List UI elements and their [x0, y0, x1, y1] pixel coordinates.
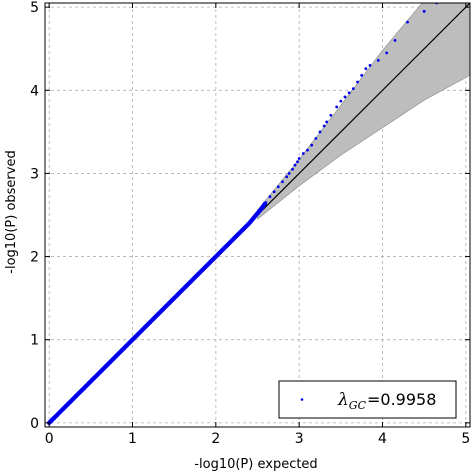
x-tick-label: 5	[461, 431, 470, 447]
data-point	[343, 95, 347, 99]
legend-label: λGC=0.9958	[337, 390, 436, 412]
legend-box	[278, 380, 457, 419]
data-point	[325, 120, 329, 124]
data-point	[406, 20, 409, 24]
data-point	[314, 137, 318, 140]
legend: λGC=0.9958	[278, 380, 457, 419]
data-point	[306, 148, 309, 152]
confidence-band	[257, 3, 470, 220]
x-tick-label: 0	[45, 431, 54, 447]
data-point	[351, 87, 355, 91]
data-point	[287, 172, 291, 175]
data-point	[322, 124, 326, 128]
x-tick-label: 4	[378, 431, 387, 447]
data-point	[364, 67, 368, 71]
data-point	[339, 99, 343, 103]
legend-equals: =	[367, 390, 380, 409]
x-ticks: 0 1 2 3 4 5	[45, 3, 470, 447]
data-point	[393, 39, 397, 42]
y-axis-label: -log10(P) observed	[4, 150, 19, 273]
data-point	[285, 175, 289, 179]
y-tick-label: 1	[30, 333, 39, 349]
legend-value: 0.9958	[380, 390, 436, 409]
y-tick-label: 4	[30, 83, 39, 99]
data-point	[360, 73, 364, 77]
data-point	[301, 152, 305, 155]
legend-lambda: λ	[337, 390, 349, 410]
data-point	[268, 195, 272, 199]
data-point	[276, 185, 280, 189]
data-point	[291, 167, 294, 171]
y-ticks: 0 1 2 3 4 5	[30, 0, 470, 432]
x-axis-label: -log10(P) expected	[194, 457, 317, 472]
data-point	[335, 105, 339, 109]
x-tick-label: 3	[295, 431, 304, 447]
data-point	[368, 63, 372, 67]
plot-area	[46, 3, 470, 426]
plot-frame	[44, 2, 471, 428]
grid	[45, 3, 470, 427]
y-tick-label: 5	[30, 0, 39, 16]
data-point	[297, 157, 301, 160]
data-point	[376, 58, 380, 62]
data-point	[264, 201, 268, 204]
y-tick-label: 2	[30, 250, 39, 266]
data-point	[272, 190, 276, 194]
data-point	[347, 91, 351, 95]
data-point	[329, 113, 333, 117]
data-point	[318, 130, 322, 134]
data-point	[356, 80, 359, 84]
data-point	[422, 9, 426, 13]
legend-marker	[300, 398, 304, 401]
data-point	[293, 163, 297, 167]
y-tick-label: 0	[30, 416, 39, 432]
data-points	[46, 3, 439, 426]
data-point	[281, 180, 284, 184]
x-tick-label: 1	[128, 431, 137, 447]
data-point	[310, 143, 314, 147]
data-point	[296, 160, 299, 164]
y-tick-label: 3	[30, 166, 39, 182]
data-point	[385, 51, 389, 55]
x-tick-label: 2	[211, 431, 220, 447]
legend-subscript: GC	[349, 399, 367, 412]
